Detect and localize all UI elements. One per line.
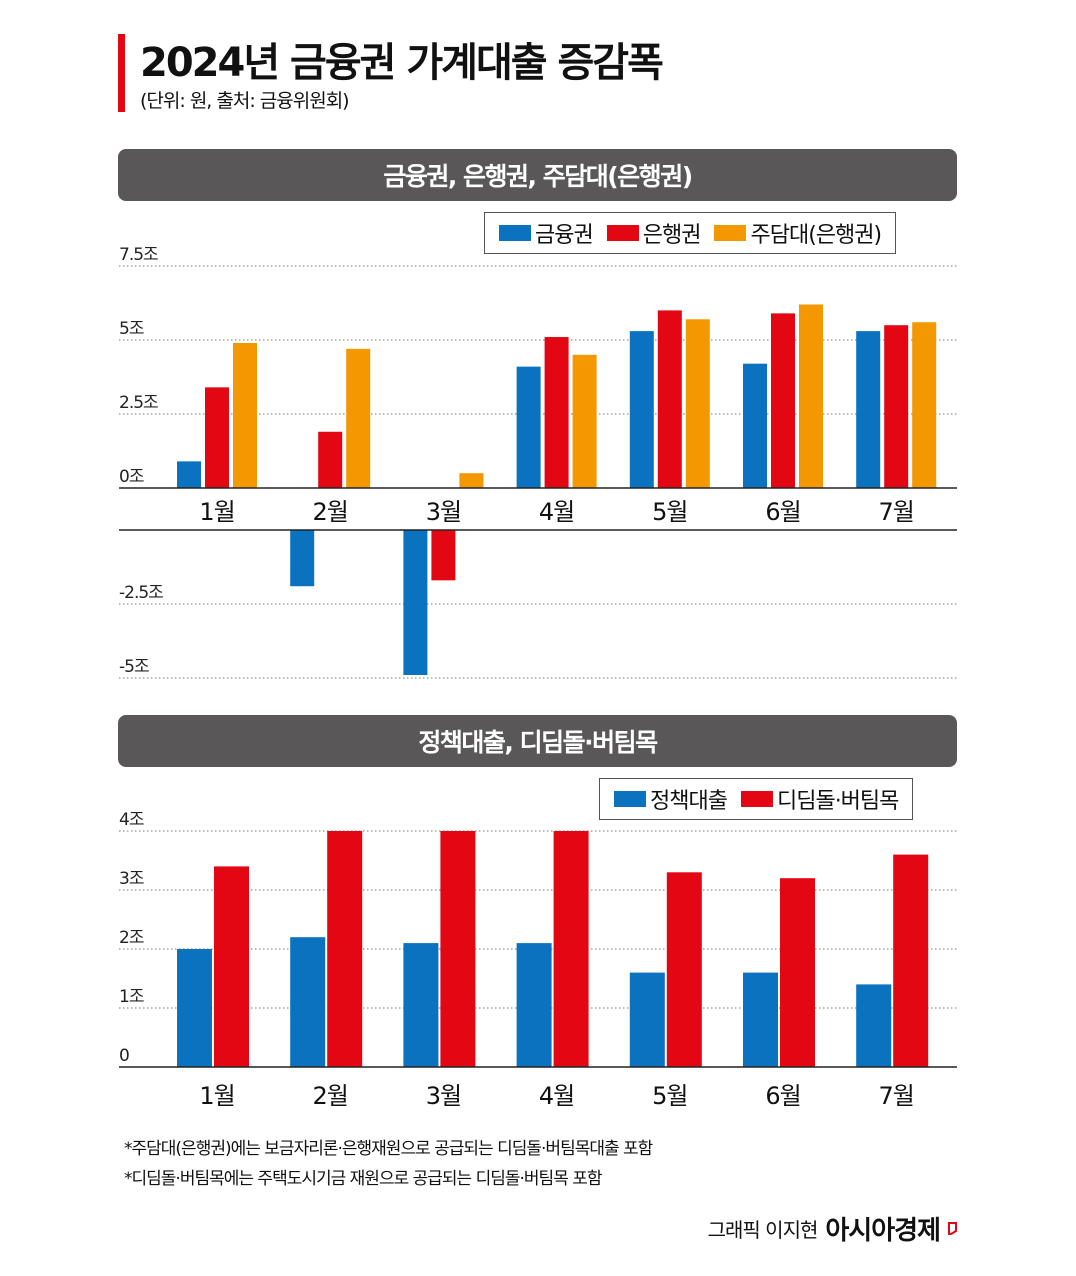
legend-label: 주담대(은행권) [750,223,882,248]
x-tick-label: 2월 [313,498,348,526]
x-tick-label: 3월 [426,498,461,526]
bar-주담대(은행권)-1월 [233,342,257,488]
footnote: *디딤돌·버팀목에는 주택도시기금 재원으로 공급되는 디딤돌·버팀목 포함 [124,1169,603,1189]
y-tick-label: 2조 [119,928,144,948]
y-tick-label: 7.5조 [119,245,158,265]
chart1-plot: 7.5조 5조 2.5조 0조 -2.5조 -5조 1월 2월 3월 4월 5월 6월 7월 [119,245,957,679]
chart2-title: 정책대출, 디딤돌·버팀목 [118,715,957,767]
bar-정책대출-3월 [403,943,439,1067]
x-tick-label: 1월 [199,1082,234,1110]
bar-디딤돌·버팀목-1월 [214,866,249,1067]
legend-swatch [714,225,747,241]
bar-금융권-2월 [290,530,315,587]
bar-주담대(은행권)-4월 [572,354,597,488]
bar-주담대(은행권)-3월 [459,473,484,488]
y-tick-label: 5조 [119,319,144,339]
bar-정책대출-2월 [290,937,326,1067]
bar-정책대출-7월 [856,984,892,1067]
bar-디딤돌·버팀목-2월 [327,831,363,1067]
bar-주담대(은행권)-2월 [346,348,371,488]
legend-item: 주담대(은행권) [714,217,882,249]
bar-정책대출-4월 [516,943,552,1067]
x-tick-label: 4월 [539,498,574,526]
y-tick-label: 0 [119,1046,129,1066]
x-tick-label: 6월 [765,1082,800,1110]
bar-금융권-5월 [629,331,654,488]
x-tick-label: 6월 [765,498,800,526]
bar-은행권-5월 [657,310,682,488]
bar-주담대(은행권)-5월 [685,319,710,488]
chart2-legend: 정책대출 디딤돌·버팀목 [599,778,914,820]
page-subtitle: (단위: 원, 출처: 금융위원회) [140,90,350,112]
bar-디딤돌·버팀목-7월 [893,854,929,1067]
legend-label: 디딤돌·버팀목 [776,789,899,814]
legend-item: 금융권 [499,217,594,249]
credit-text: 그래픽 이지현 [707,1218,819,1242]
legend-item: 정책대출 [614,783,728,815]
y-tick-label: 2.5조 [119,393,158,413]
bar-은행권-7월 [884,325,909,488]
bar-금융권-1월 [177,461,201,488]
y-tick-label: -5조 [119,657,149,677]
bar-정책대출-1월 [177,949,212,1067]
legend-label: 정책대출 [650,789,728,814]
bar-금융권-3월 [403,530,428,676]
title-accent-bar [118,34,125,112]
y-tick-label: -2.5조 [119,583,163,603]
bar-정책대출-5월 [629,972,665,1067]
y-tick-label: 0조 [119,467,144,487]
x-tick-label: 7월 [879,498,914,526]
x-tick-label: 5월 [652,1082,687,1110]
legend-swatch [740,791,773,807]
bar-금융권-4월 [516,366,541,488]
legend-swatch [499,225,531,241]
legend-label: 은행권 [642,223,702,248]
chart1-legend: 금융권 은행권 주담대(은행권) [484,212,897,254]
bar-주담대(은행권)-6월 [799,304,823,488]
bar-정책대출-6월 [743,972,778,1067]
x-tick-label: 5월 [652,498,687,526]
y-tick-label: 4조 [119,810,144,830]
bar-은행권-4월 [544,337,569,488]
footnote: *주담대(은행권)에는 보금자리론·은행재원으로 공급되는 디딤돌·버팀목대출 … [124,1139,653,1159]
legend-item: 은행권 [606,217,702,249]
chart1-title: 금융권, 은행권, 주담대(은행권) [118,149,957,201]
legend-swatch [606,225,639,241]
bar-디딤돌·버팀목-5월 [666,872,702,1067]
y-tick-label: 1조 [119,987,144,1007]
bar-은행권-1월 [205,387,229,488]
x-tick-label: 4월 [539,1082,574,1110]
bar-주담대(은행권)-7월 [912,322,937,488]
x-tick-label: 2월 [313,1082,348,1110]
legend-item: 디딤돌·버팀목 [740,783,899,815]
y-tick-label: 3조 [119,869,144,889]
bar-금융권-7월 [856,331,881,488]
bar-은행권-6월 [771,313,795,488]
bar-디딤돌·버팀목-6월 [780,878,815,1067]
page-title: 2024년 금융권 가계대출 증감폭 [140,40,664,86]
legend-swatch [614,791,646,807]
legend-label: 금융권 [535,223,594,248]
x-tick-label: 3월 [426,1082,461,1110]
bar-은행권-2월 [318,431,343,488]
chart2-plot: 4조 3조 2조 1조 0 1월 2월 3월 4월 5월 6월 7월 [119,810,957,1110]
x-tick-label: 7월 [879,1082,914,1110]
bar-디딤돌·버팀목-3월 [440,831,476,1067]
bar-은행권-3월 [431,530,456,581]
bar-금융권-6월 [743,363,767,488]
brand-logo: 아시아경제 [825,1216,941,1246]
credit: 그래픽 이지현 아시아경제 [708,1210,958,1247]
bar-디딤돌·버팀목-4월 [553,831,589,1067]
x-tick-label: 1월 [199,498,234,526]
brand-mark-icon [948,1221,957,1235]
